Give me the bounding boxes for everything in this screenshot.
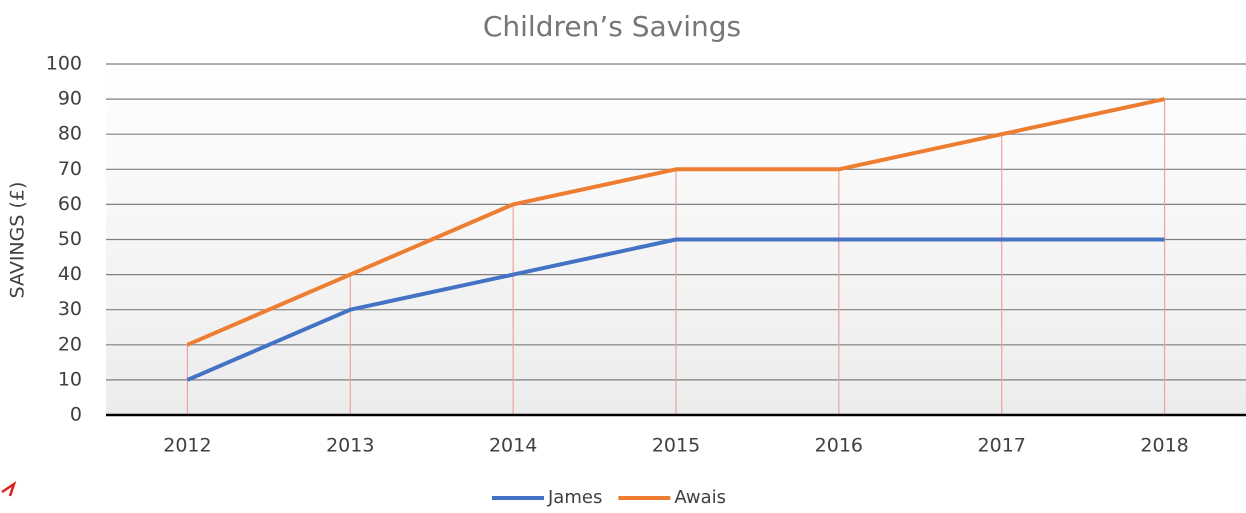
x-tick-label: 2013 [326,435,374,457]
y-tick-label: 50 [58,228,82,250]
legend-label: Awais [674,487,726,508]
y-tick-label: 80 [58,123,82,145]
y-axis-label: SAVINGS (£) [7,182,29,299]
x-tick-label: 2014 [489,435,537,457]
x-tick-label: 2018 [1140,435,1188,457]
y-tick-label: 40 [58,263,82,285]
y-tick-label: 30 [58,298,82,320]
x-tick-label: 2012 [163,435,211,457]
decoration [1,480,17,497]
chart-title: Children’s Savings [483,10,741,43]
x-tick-label: 2015 [652,435,700,457]
x-tick-label: 2017 [978,435,1026,457]
legend-label: James [547,487,602,508]
y-tick-label: 90 [58,88,82,110]
y-tick-label: 60 [58,193,82,215]
y-tick-label: 70 [58,158,82,180]
y-tick-label: 100 [46,53,82,75]
y-tick-label: 10 [58,368,82,390]
line-series [186,237,1165,382]
x-tick-label: 2016 [815,435,863,457]
line-series [186,97,1165,347]
y-tick-label: 20 [58,333,82,355]
y-tick-label: 0 [70,404,82,426]
